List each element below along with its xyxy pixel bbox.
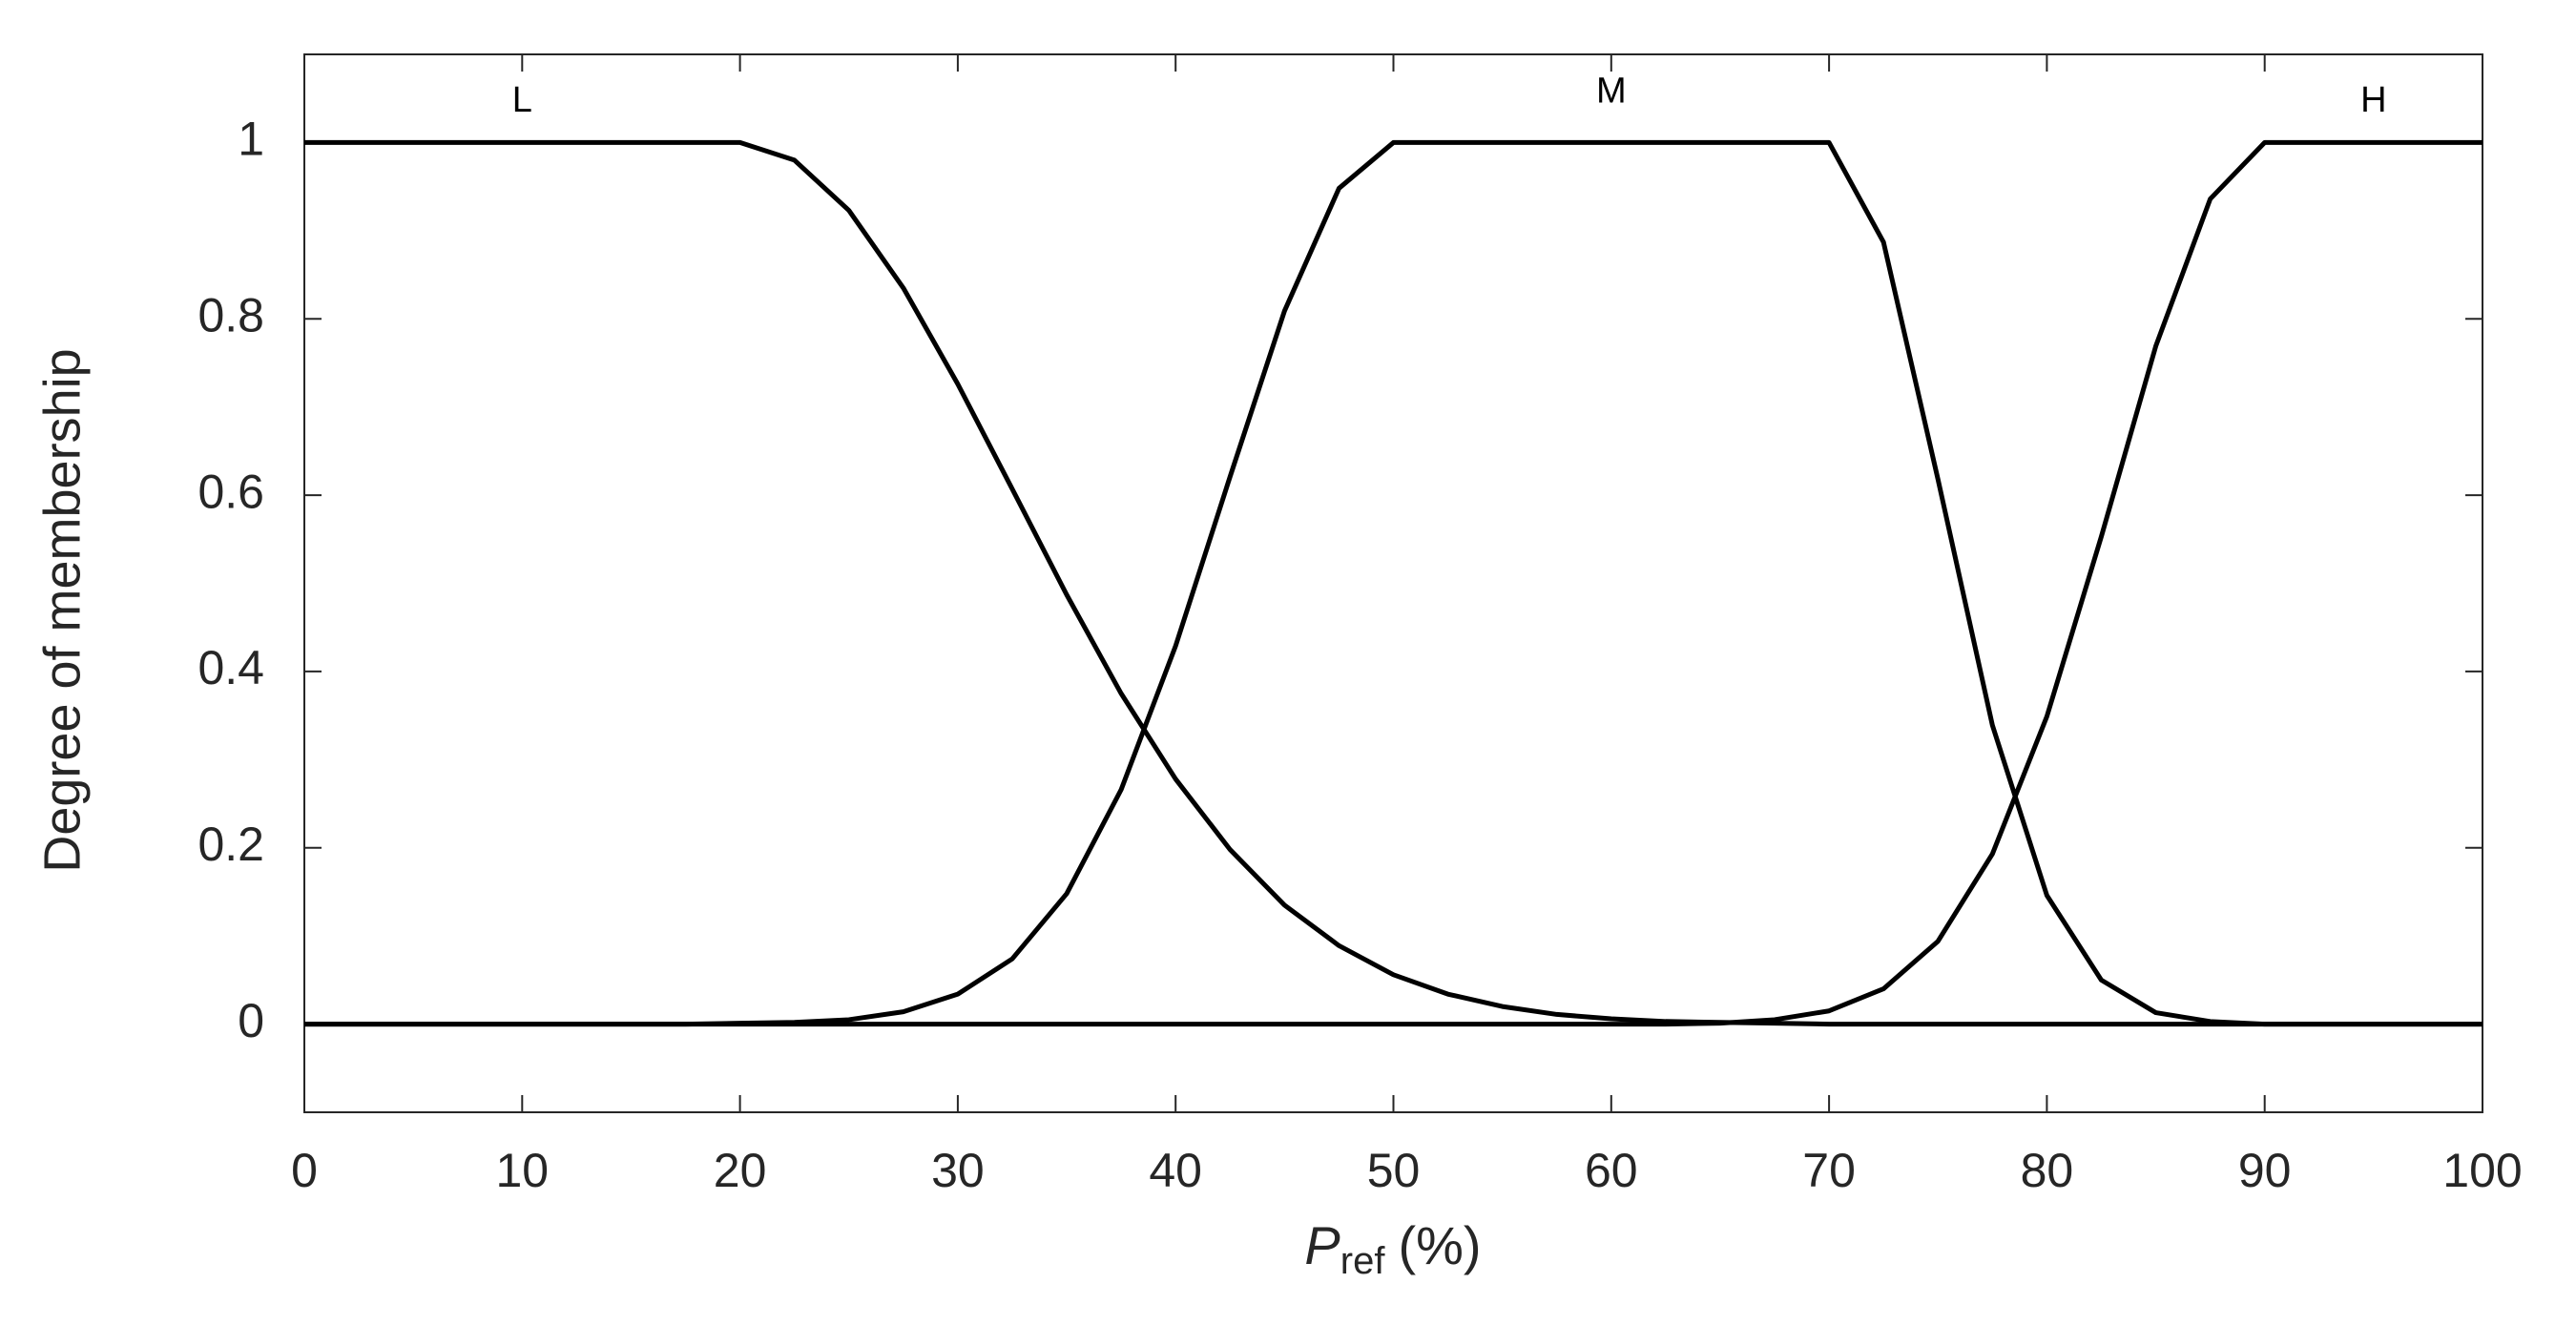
x-tick-label: 30 xyxy=(931,1144,985,1197)
y-tick-label: 0.4 xyxy=(197,641,264,694)
curve-label: L xyxy=(512,80,532,120)
x-label-subscript: ref xyxy=(1340,1240,1386,1282)
x-tick-label: 80 xyxy=(2021,1144,2074,1197)
plot-frame xyxy=(303,53,2483,1113)
y-tick-label: 1 xyxy=(238,113,264,166)
x-label-symbol: P xyxy=(1304,1215,1340,1275)
x-tick-label: 100 xyxy=(2442,1144,2522,1197)
x-axis-label: Pref (%) xyxy=(1304,1215,1481,1282)
x-tick-label: 70 xyxy=(1802,1144,1856,1197)
x-tick-label: 90 xyxy=(2238,1144,2292,1197)
x-label-unit: (%) xyxy=(1398,1215,1481,1275)
x-tick-label: 0 xyxy=(291,1144,318,1197)
x-tick-label: 60 xyxy=(1585,1144,1638,1197)
y-axis-label: Degree of membership xyxy=(33,348,91,872)
x-tick-label: 50 xyxy=(1367,1144,1421,1197)
curve-label: M xyxy=(1596,72,1627,112)
membership-curve xyxy=(304,139,2483,1027)
x-tick-label: 10 xyxy=(495,1144,549,1197)
x-tick-label: 40 xyxy=(1149,1144,1202,1197)
x-tick-label: 20 xyxy=(714,1144,767,1197)
y-tick-label: 0 xyxy=(238,994,264,1047)
y-tick-label: 0.2 xyxy=(197,818,264,871)
curve-label: H xyxy=(2360,80,2386,120)
y-tick-label: 0.8 xyxy=(197,288,264,342)
y-tick-label: 0.6 xyxy=(197,465,264,518)
membership-curve xyxy=(304,139,2483,1027)
